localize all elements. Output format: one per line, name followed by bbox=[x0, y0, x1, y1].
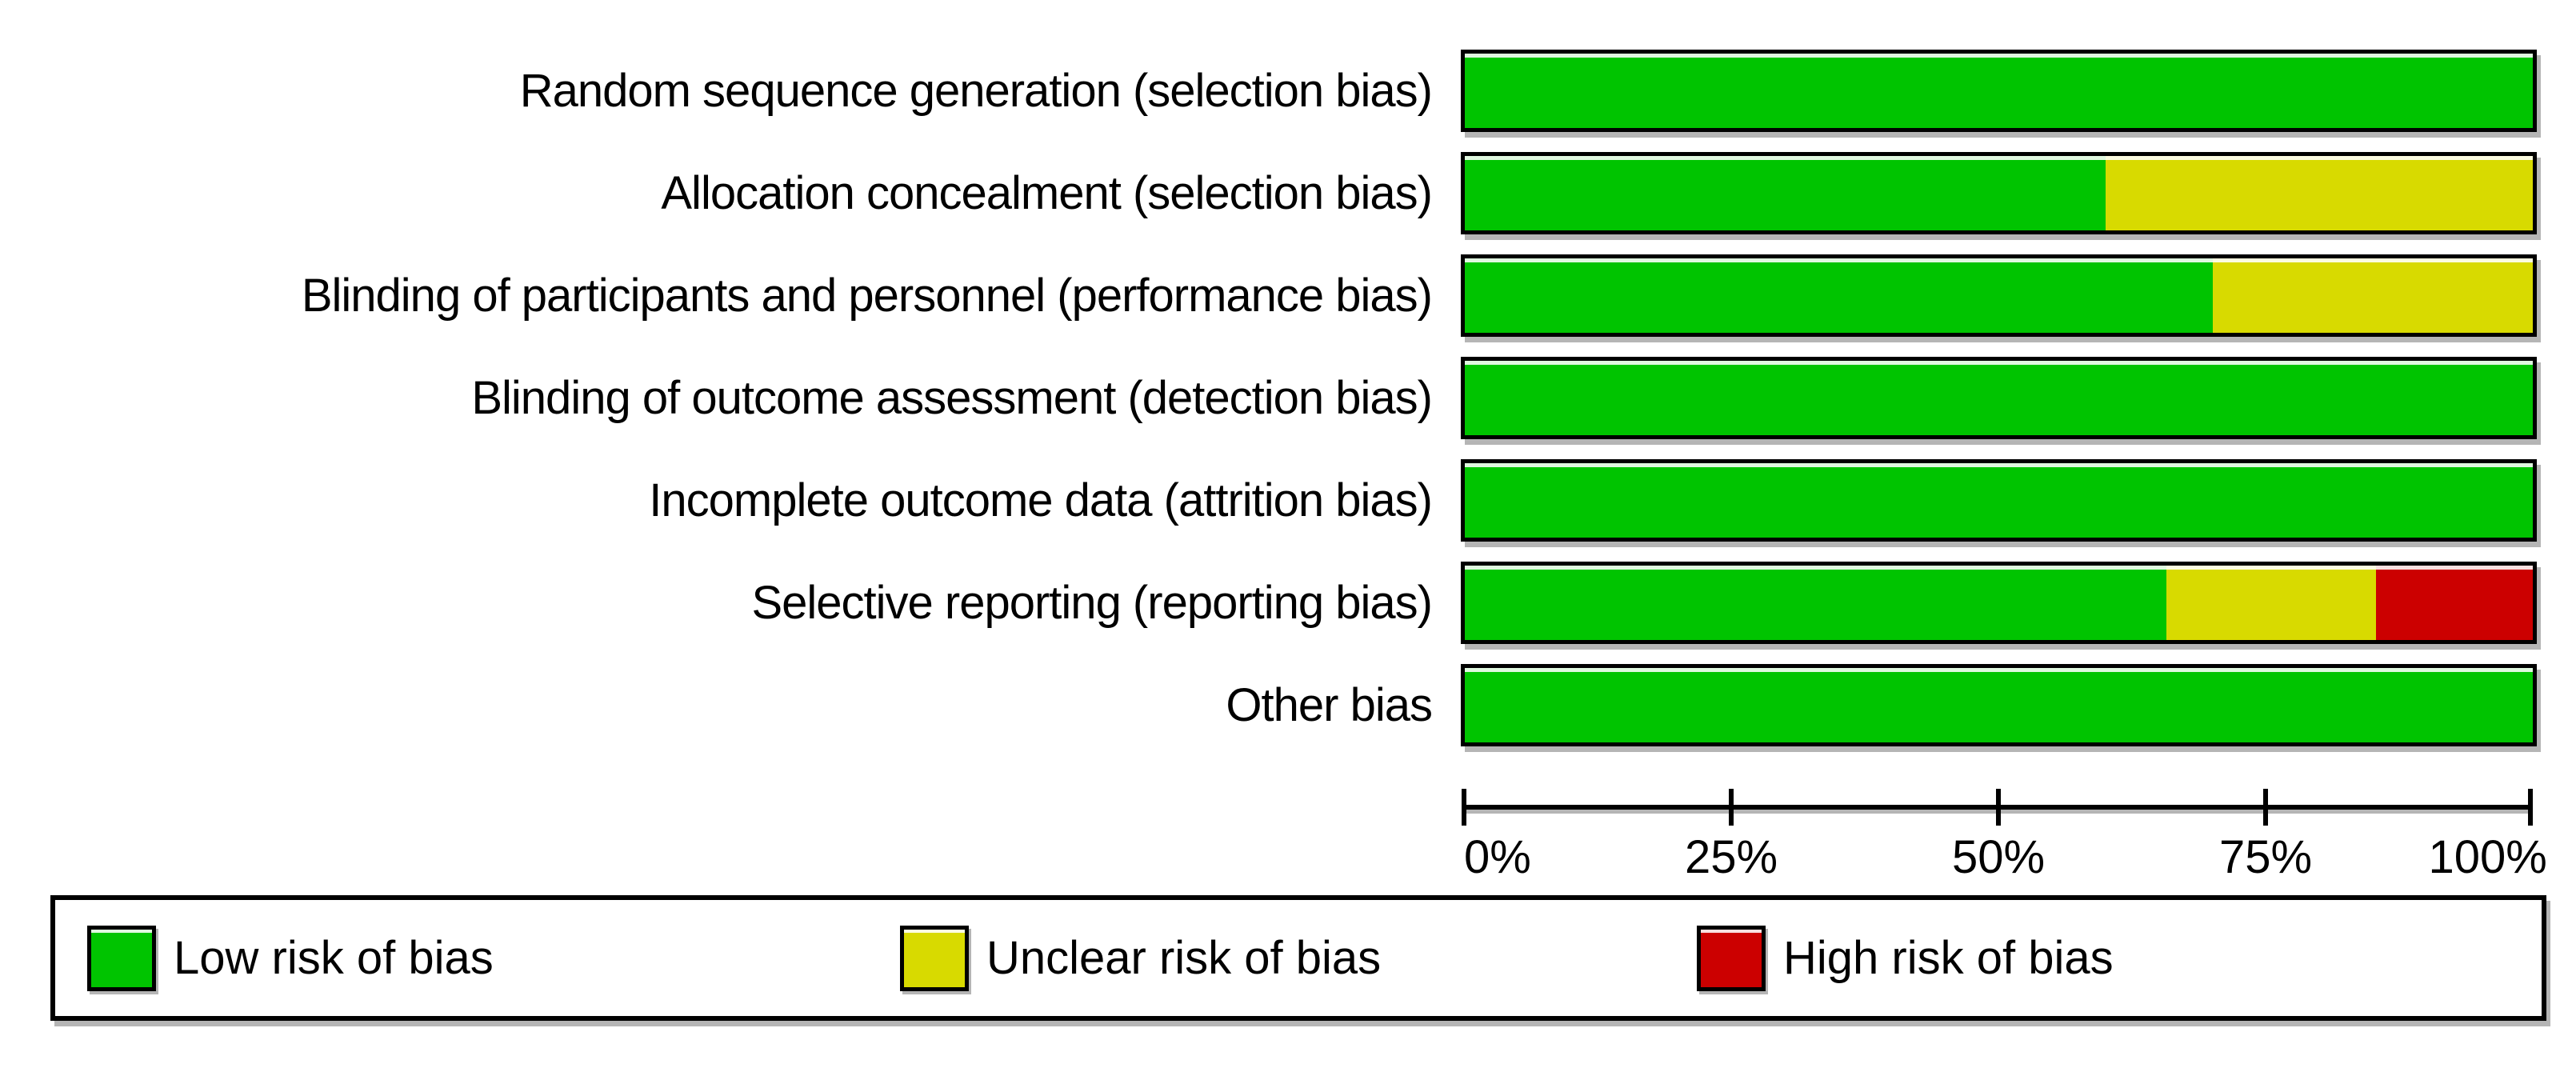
bar-segment-low-risk bbox=[1465, 566, 2167, 640]
bar-segment-unclear-risk bbox=[2212, 258, 2533, 333]
bar-segment-low-risk bbox=[1465, 54, 2533, 128]
chart-row: Blinding of participants and personnel (… bbox=[0, 254, 2576, 337]
legend-item-high-risk: High risk of bias bbox=[1697, 900, 2114, 1016]
stacked-bar bbox=[1461, 459, 2537, 542]
category-label: Random sequence generation (selection bi… bbox=[519, 65, 1433, 117]
chart-row: Other bias bbox=[0, 664, 2576, 746]
axis-tick-label: 75% bbox=[2218, 831, 2313, 883]
bar-segment-low-risk bbox=[1465, 361, 2533, 435]
legend-item-label: Low risk of bias bbox=[174, 932, 494, 984]
axis-tick-label: 100% bbox=[2428, 831, 2547, 883]
legend-item-unclear-risk: Unclear risk of bias bbox=[900, 900, 1381, 1016]
category-label: Selective reporting (reporting bias) bbox=[751, 577, 1433, 629]
bar-segment-unclear-risk bbox=[2106, 156, 2533, 230]
bar-segment-low-risk bbox=[1465, 668, 2533, 742]
stacked-bar bbox=[1461, 357, 2537, 439]
bar-segment-low-risk bbox=[1465, 156, 2106, 230]
stacked-bar bbox=[1461, 50, 2537, 132]
chart-row: Incomplete outcome data (attrition bias) bbox=[0, 459, 2576, 542]
axis-tick bbox=[1996, 789, 2001, 826]
bar-segment-low-risk bbox=[1465, 463, 2533, 538]
chart-row: Allocation concealment (selection bias) bbox=[0, 152, 2576, 234]
legend-swatch-high-risk bbox=[1697, 925, 1766, 991]
legend-swatch-unclear-risk bbox=[900, 925, 969, 991]
legend-swatch-low-risk bbox=[87, 925, 156, 991]
category-label: Blinding of participants and personnel (… bbox=[301, 270, 1433, 322]
axis-tick-label: 50% bbox=[1951, 831, 2046, 883]
category-label: Allocation concealment (selection bias) bbox=[661, 167, 1433, 219]
category-label: Other bias bbox=[1226, 679, 1433, 731]
legend-item-label: High risk of bias bbox=[1783, 932, 2114, 984]
axis-tick-label: 0% bbox=[1464, 831, 1531, 883]
axis-tick bbox=[1729, 789, 1734, 826]
stacked-bar bbox=[1461, 152, 2537, 234]
stacked-bar bbox=[1461, 254, 2537, 337]
bar-segment-high-risk bbox=[2375, 566, 2533, 640]
category-label: Incomplete outcome data (attrition bias) bbox=[649, 474, 1433, 526]
chart-row: Selective reporting (reporting bias) bbox=[0, 562, 2576, 644]
axis-tick bbox=[2528, 789, 2533, 826]
axis-tick bbox=[2263, 789, 2268, 826]
stacked-bar bbox=[1461, 562, 2537, 644]
stacked-bar bbox=[1461, 664, 2537, 746]
legend-box: Low risk of bias Unclear risk of bias Hi… bbox=[50, 895, 2546, 1021]
chart-row: Blinding of outcome assessment (detectio… bbox=[0, 357, 2576, 439]
chart-row: Random sequence generation (selection bi… bbox=[0, 50, 2576, 132]
bar-segment-low-risk bbox=[1465, 258, 2213, 333]
axis-tick bbox=[1462, 789, 1466, 826]
legend-item-label: Unclear risk of bias bbox=[986, 932, 1382, 984]
axis-tick-label: 25% bbox=[1684, 831, 1778, 883]
legend-item-low-risk: Low risk of bias bbox=[87, 900, 494, 1016]
category-label: Blinding of outcome assessment (detectio… bbox=[471, 372, 1433, 424]
bar-segment-unclear-risk bbox=[2166, 566, 2376, 640]
